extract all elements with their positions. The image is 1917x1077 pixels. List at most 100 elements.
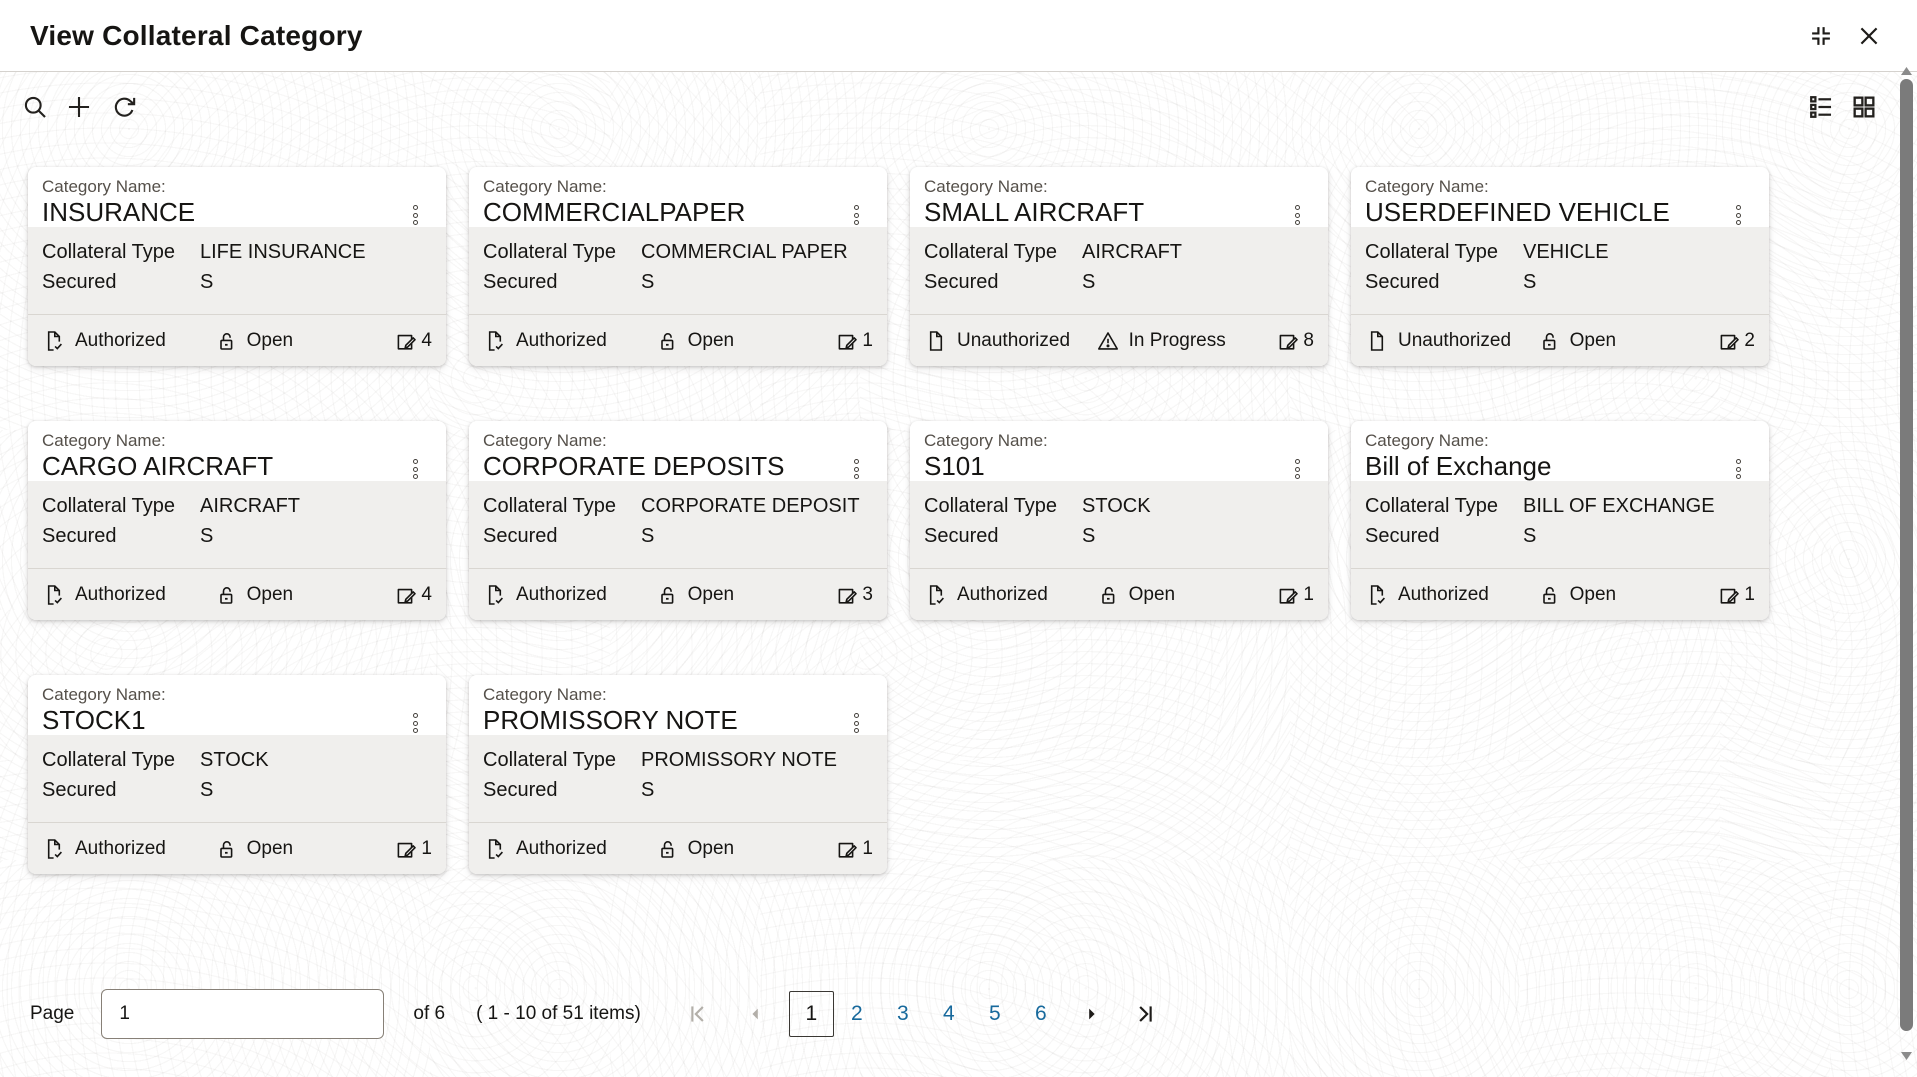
category-name-value: PROMISSORY NOTE <box>483 705 738 735</box>
page-link-2[interactable]: 2 <box>834 1002 880 1026</box>
current-page-indicator[interactable]: 1 <box>788 991 834 1037</box>
last-page-icon <box>1132 1006 1158 1030</box>
edit-count-icon <box>835 329 859 353</box>
secured-value: S <box>1082 525 1096 547</box>
close-window-button[interactable] <box>1854 21 1884 51</box>
total-pages-label: of 6 <box>413 1003 446 1024</box>
card-body: Collateral Type STOCK Secured S <box>28 735 446 822</box>
document-check-icon <box>42 837 66 861</box>
card-menu-button[interactable] <box>1286 202 1308 228</box>
card-menu-button[interactable] <box>404 710 426 736</box>
category-name-value: USERDEFINED VEHICLE <box>1365 197 1670 227</box>
card-header: Category Name: PROMISSORY NOTE <box>469 675 887 735</box>
document-check-icon <box>924 583 948 607</box>
search-button[interactable] <box>20 92 50 122</box>
category-name-label: Category Name: <box>1365 177 1489 196</box>
record-status: Open <box>655 837 836 861</box>
page-number-input[interactable] <box>101 989 385 1039</box>
record-status: In Progress <box>1096 329 1277 353</box>
document-check-icon <box>42 583 66 607</box>
authorization-status: Authorized <box>42 837 214 861</box>
category-name-value: CARGO AIRCRAFT <box>42 451 274 481</box>
card-menu-button[interactable] <box>845 710 867 736</box>
authorization-status: Unauthorized <box>1365 329 1537 353</box>
next-page-button[interactable] <box>1077 999 1107 1029</box>
secured-value: S <box>1082 271 1096 293</box>
first-page-button[interactable] <box>683 999 713 1029</box>
category-name-label: Category Name: <box>924 177 1048 196</box>
warning-icon <box>1096 329 1120 353</box>
refresh-button[interactable] <box>109 92 139 122</box>
edit-count-badge: 2 <box>1717 329 1755 353</box>
card-menu-button[interactable] <box>1727 456 1749 482</box>
collateral-category-card: Category Name: PROMISSORY NOTE Collatera… <box>469 675 887 874</box>
previous-page-button[interactable] <box>740 999 770 1029</box>
grid-view-toggle-button[interactable] <box>1849 92 1879 122</box>
previous-page-icon <box>742 1008 768 1030</box>
edit-count-icon <box>835 583 859 607</box>
add-button[interactable] <box>64 92 94 122</box>
card-menu-button[interactable] <box>404 456 426 482</box>
page-link-5[interactable]: 5 <box>972 1002 1018 1026</box>
unlock-icon <box>655 329 679 353</box>
list-view-toggle-button[interactable] <box>1806 92 1836 122</box>
collateral-type-label: Collateral Type <box>483 241 617 263</box>
grid-view-icon <box>1850 96 1878 124</box>
collateral-type-label: Collateral Type <box>483 495 617 517</box>
secured-label: Secured <box>483 525 558 547</box>
collateral-type-label: Collateral Type <box>1365 241 1499 263</box>
secured-value: S <box>200 525 214 547</box>
page-link-4[interactable]: 4 <box>926 1002 972 1026</box>
document-check-icon <box>483 583 507 607</box>
secured-value: S <box>1523 271 1537 293</box>
collateral-type-label: Collateral Type <box>924 495 1058 517</box>
secured-label: Secured <box>924 271 999 293</box>
card-menu-button[interactable] <box>1286 456 1308 482</box>
items-summary: ( 1 - 10 of 51 items) <box>476 1003 641 1024</box>
category-name-value: COMMERCIALPAPER <box>483 197 746 227</box>
first-page-icon <box>685 1006 711 1030</box>
category-name-value: Bill of Exchange <box>1365 451 1552 481</box>
collapse-window-button[interactable] <box>1806 21 1836 51</box>
list-view-icon <box>1807 96 1835 124</box>
next-page-icon <box>1079 1008 1105 1030</box>
scrollbar-thumb[interactable] <box>1900 79 1913 1031</box>
card-body: Collateral Type AIRCRAFT Secured S <box>910 227 1328 314</box>
edit-count-badge: 1 <box>394 837 432 861</box>
secured-value: S <box>200 779 214 801</box>
card-body: Collateral Type VEHICLE Secured S <box>1351 227 1769 314</box>
edit-count-icon <box>1276 329 1300 353</box>
edit-count-icon <box>394 329 418 353</box>
last-page-button[interactable] <box>1130 999 1160 1029</box>
secured-value: S <box>641 271 655 293</box>
card-menu-button[interactable] <box>404 202 426 228</box>
unlock-icon <box>655 837 679 861</box>
collateral-type-value: AIRCRAFT <box>200 495 300 517</box>
card-footer: Authorized Open 3 <box>469 568 887 620</box>
card-footer: Authorized Open 1 <box>910 568 1328 620</box>
card-footer: Authorized Open 1 <box>469 314 887 366</box>
card-menu-button[interactable] <box>845 202 867 228</box>
unlock-icon <box>214 837 238 861</box>
collateral-type-value: COMMERCIAL PAPER <box>641 241 848 263</box>
card-body: Collateral Type AIRCRAFT Secured S <box>28 481 446 568</box>
secured-label: Secured <box>483 779 558 801</box>
card-footer: Unauthorized In Progress 8 <box>910 314 1328 366</box>
page-label: Page <box>30 1003 75 1024</box>
category-name-label: Category Name: <box>483 431 607 450</box>
card-body: Collateral Type PROMISSORY NOTE Secured … <box>469 735 887 822</box>
page-link-6[interactable]: 6 <box>1018 1002 1064 1026</box>
collateral-type-label: Collateral Type <box>42 241 176 263</box>
card-menu-button[interactable] <box>1727 202 1749 228</box>
card-header: Category Name: CORPORATE DEPOSITS <box>469 421 887 481</box>
scrollbar-down-arrow[interactable] <box>1900 1048 1913 1060</box>
document-check-icon <box>1365 583 1389 607</box>
card-menu-button[interactable] <box>845 456 867 482</box>
scrollbar-up-arrow[interactable] <box>1900 63 1913 75</box>
collateral-type-label: Collateral Type <box>924 241 1058 263</box>
collateral-type-value: STOCK <box>1082 495 1151 517</box>
card-footer: Authorized Open 4 <box>28 568 446 620</box>
page-title: View Collateral Category <box>30 19 363 51</box>
page-link-3[interactable]: 3 <box>880 1002 926 1026</box>
collateral-type-label: Collateral Type <box>42 749 176 771</box>
